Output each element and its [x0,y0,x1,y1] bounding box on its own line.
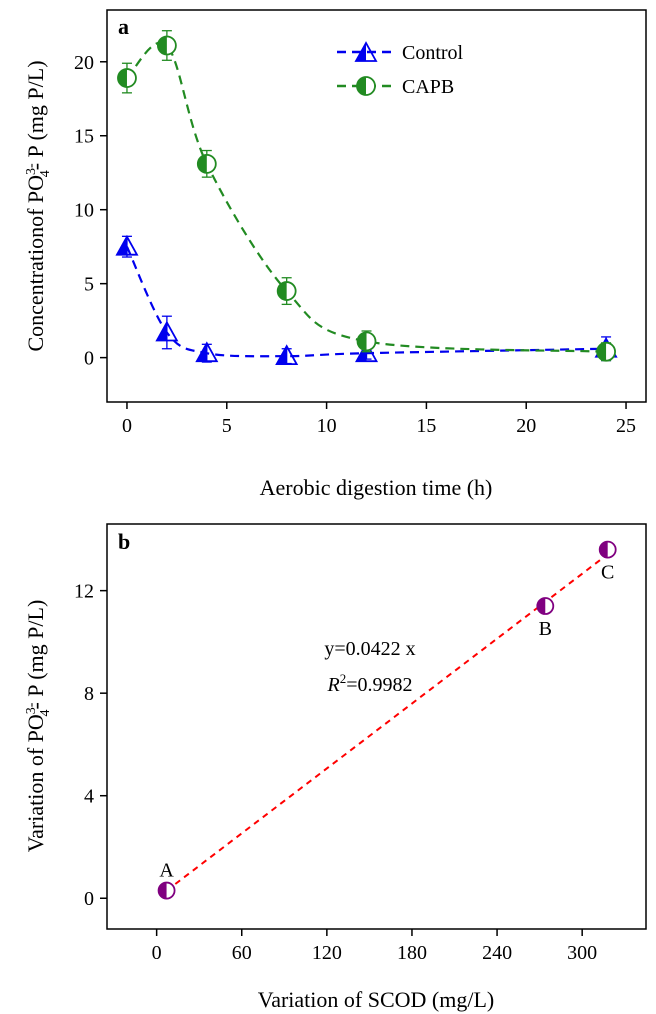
data-point-capb [276,281,297,301]
y-tick-label: 8 [84,683,94,705]
x-tick-label: 180 [397,942,427,964]
x-tick-label: 120 [312,942,342,964]
panel-b-letter: b [118,529,130,554]
panel-a-y-axis-label: Concentrationof PO3-4- P (mg P/L) [23,60,53,351]
data-point-c [598,540,617,559]
legend-marker-control [354,41,378,62]
legend-marker-capb [356,76,376,96]
y-tick-label: 12 [74,581,94,603]
panel-a-plot-area [115,30,618,366]
y-tick-label: 5 [84,274,94,296]
data-point-capb-fill [277,282,287,301]
fit-line [165,553,609,892]
panel-a-frame [106,9,647,403]
panel-b: b 0 60 120 180 240 300 0 4 8 12 Variation of SCO… [23,523,647,1012]
data-point-capb-fill [157,36,167,55]
x-tick-label: 0 [122,415,132,437]
data-point-capb [356,331,377,352]
panel-a-x-axis-label: Aerobic digestion time (h) [260,475,493,500]
panel-a-letter: a [118,14,129,39]
x-tick-label: 5 [222,415,232,437]
data-point-capb [196,153,217,174]
data-point-control [115,234,139,256]
x-tick-label: 240 [482,942,512,964]
data-point-capb [117,68,137,88]
data-point-control [275,344,299,366]
data-point-capb-fill [197,154,207,173]
panel-b-x-axis-label: Variation of SCOD (mg/L) [258,987,494,1012]
x-tick-label: 20 [516,415,536,437]
point-label-b: B [539,618,552,640]
x-tick-label: 25 [616,415,636,437]
y-tick-label: 4 [84,786,94,808]
data-point-control [155,320,179,342]
point-label-a: A [159,860,174,882]
legend-symbol-control [354,41,378,62]
panel-a: a 0 5 10 15 20 25 0 5 10 15 20 Aerobic digestion … [23,9,647,500]
legend-symbol-capb [356,76,376,96]
panel-b-y-axis-label: Variation of PO3-4- P (mg P/L) [23,600,53,853]
x-tick-label: 300 [567,942,597,964]
data-point-b [536,597,555,615]
y-tick-label: 15 [74,126,94,148]
fit-equation: y=0.0422 x [324,638,415,660]
fit-r-squared: R2=0.9982 [327,671,413,696]
panel-b-plot-area: A B C [157,540,617,900]
data-point-capb-fill [597,342,607,361]
legend-label-control: Control [402,42,464,64]
x-tick-label: 0 [152,942,162,964]
panel-a-legend: Control CAPB [337,41,464,98]
panel-b-y-axis: 0 4 8 12 [74,581,107,910]
data-point-capb [156,35,177,56]
data-point-capb-fill [117,69,127,88]
x-tick-label: 60 [232,942,252,964]
legend-label-capb: CAPB [402,76,454,98]
data-point-control [195,341,219,363]
y-tick-label: 0 [84,348,94,370]
x-tick-label: 10 [317,415,337,437]
point-label-c: C [601,562,614,584]
y-tick-label: 10 [74,200,94,222]
data-point-capb [596,341,616,362]
data-point-capb-fill [357,332,367,351]
legend-symbol-capb-fill [357,77,366,95]
panel-a-y-axis: 0 5 10 15 20 [74,52,107,370]
x-tick-label: 15 [416,415,436,437]
panel-a-x-axis: 0 5 10 15 20 25 [122,402,636,437]
panel-b-frame [106,523,647,930]
y-tick-label: 20 [74,52,94,74]
y-tick-label: 0 [84,888,94,910]
data-point-a [157,881,176,900]
panel-b-x-axis: 0 60 120 180 240 300 [152,929,597,964]
